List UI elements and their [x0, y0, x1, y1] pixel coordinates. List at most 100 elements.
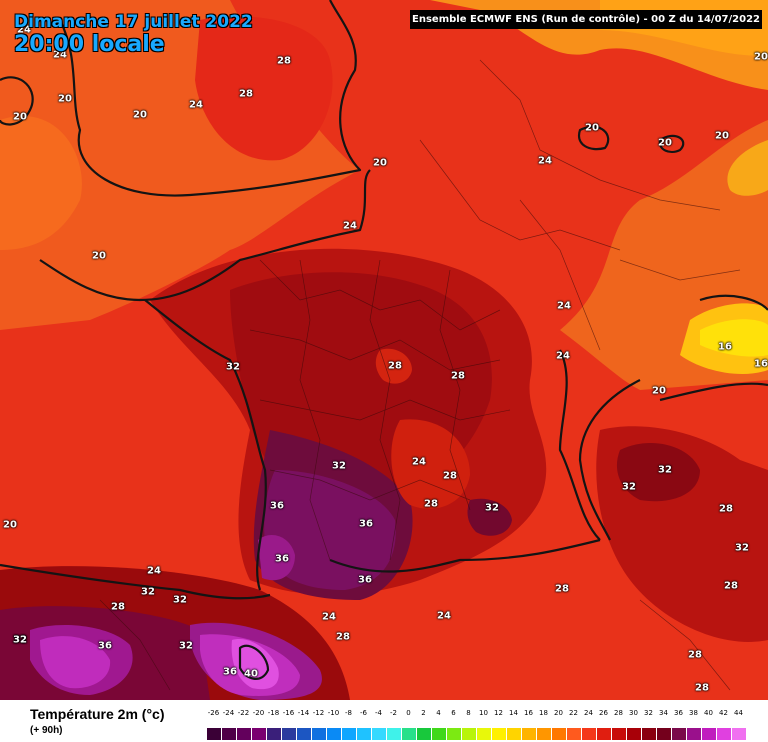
isotherm-label: 16 [754, 358, 768, 370]
temperature-field [0, 0, 768, 700]
legend-tick: 2 [421, 709, 426, 717]
isotherm-label: 36 [270, 500, 284, 512]
legend-color-cell [581, 728, 596, 740]
legend-color-cell [611, 728, 626, 740]
isotherm-label: 20 [715, 130, 729, 142]
legend-color-cell [251, 728, 266, 740]
legend-color-cell [461, 728, 476, 740]
legend-tick: 8 [466, 709, 471, 717]
legend-tick: 28 [614, 709, 623, 717]
isotherm-label: 28 [719, 503, 733, 515]
isotherm-label: 20 [658, 137, 672, 149]
legend-tick: -10 [327, 709, 340, 717]
legend-color-cell [491, 728, 506, 740]
temperature-map: 24 28 28 24 20 20 20 24 20 20 24 20 20 20 20 24 24 16 16 20… [0, 0, 768, 700]
legend-color-cell [701, 728, 716, 740]
isotherm-label: 32 [735, 542, 749, 554]
legend-color-cell [326, 728, 341, 740]
legend-tick: -16 [282, 709, 295, 717]
legend-tick: -22 [237, 709, 250, 717]
isotherm-label: 32 [658, 464, 672, 476]
isotherm-label: 20 [92, 250, 106, 262]
isotherm-label: 28 [424, 498, 438, 510]
isotherm-label: 28 [688, 649, 702, 661]
legend-color-cell [311, 728, 326, 740]
legend-color-cell [566, 728, 581, 740]
isotherm-label: 28 [388, 360, 402, 372]
isotherm-label: 20 [3, 519, 17, 531]
legend-tick: 40 [704, 709, 713, 717]
legend-color-cell [221, 728, 236, 740]
legend-color-cell [551, 728, 566, 740]
legend-color-cell [281, 728, 296, 740]
legend-tick: -18 [267, 709, 280, 717]
legend-color-cell [536, 728, 551, 740]
legend-color-cell [656, 728, 671, 740]
legend-color-cell [266, 728, 281, 740]
legend-color-cell [686, 728, 701, 740]
legend-tick: -8 [345, 709, 352, 717]
legend-color-cell [476, 728, 491, 740]
legend-color-cell [671, 728, 686, 740]
legend-color-cell [446, 728, 461, 740]
legend-color-cell [626, 728, 641, 740]
legend-color-cell [431, 728, 446, 740]
isotherm-label: 24 [538, 155, 552, 167]
legend-tick: -20 [252, 709, 265, 717]
isotherm-label: 36 [223, 666, 237, 678]
legend-tick: 36 [674, 709, 683, 717]
legend-color-cell [596, 728, 611, 740]
isotherm-label: 32 [226, 361, 240, 373]
legend-tick: -14 [297, 709, 310, 717]
isotherm-label: 28 [111, 601, 125, 613]
legend-tick: 6 [451, 709, 456, 717]
isotherm-label: 24 [412, 456, 426, 468]
legend-tick: 34 [659, 709, 668, 717]
legend-color-cell [341, 728, 356, 740]
legend-color-cell [296, 728, 311, 740]
legend-color-cell [416, 728, 431, 740]
isotherm-label: 20 [652, 385, 666, 397]
legend-tick: 10 [479, 709, 488, 717]
isotherm-label: 28 [695, 682, 709, 694]
forecast-date: Dimanche 17 juillet 2022 [14, 12, 253, 32]
isotherm-label: 20 [58, 93, 72, 105]
forecast-time: 20:00 locale [14, 32, 165, 57]
variable-name: Température 2m (°c) [30, 706, 165, 722]
legend-color-cell [371, 728, 386, 740]
isotherm-label: 24 [17, 24, 31, 36]
legend-tick: 38 [689, 709, 698, 717]
legend-tick: 30 [629, 709, 638, 717]
legend-color-cell [731, 728, 746, 740]
isotherm-label: 36 [98, 640, 112, 652]
isotherm-label: 32 [179, 640, 193, 652]
legend-tick: -24 [222, 709, 235, 717]
lead-time: (+ 90h) [30, 725, 63, 736]
isotherm-label: 28 [451, 370, 465, 382]
legend-tick: 12 [494, 709, 503, 717]
isotherm-label: 20 [133, 109, 147, 121]
isotherm-label: 24 [556, 350, 570, 362]
isotherm-label: 36 [358, 574, 372, 586]
legend-tick: 22 [569, 709, 578, 717]
isotherm-label: 36 [275, 553, 289, 565]
legend-tick: 14 [509, 709, 518, 717]
isotherm-label: 20 [754, 51, 768, 63]
legend-tick: 0 [406, 709, 411, 717]
isotherm-label: 36 [359, 518, 373, 530]
legend-tick: 44 [734, 709, 743, 717]
legend-tick: -12 [312, 709, 325, 717]
legend-tick: 32 [644, 709, 653, 717]
legend-color-cell [521, 728, 536, 740]
isotherm-label: 32 [13, 634, 27, 646]
isotherm-label: 20 [373, 157, 387, 169]
isotherm-label: 24 [437, 610, 451, 622]
legend-tick: 4 [436, 709, 441, 717]
isotherm-label: 32 [13, 634, 27, 646]
legend-tick: -26 [207, 709, 220, 717]
isotherm-label: 28 [277, 55, 291, 67]
isotherm-label: 16 [718, 341, 732, 353]
isotherm-label: 28 [239, 88, 253, 100]
isotherm-label: 24 [189, 99, 203, 111]
